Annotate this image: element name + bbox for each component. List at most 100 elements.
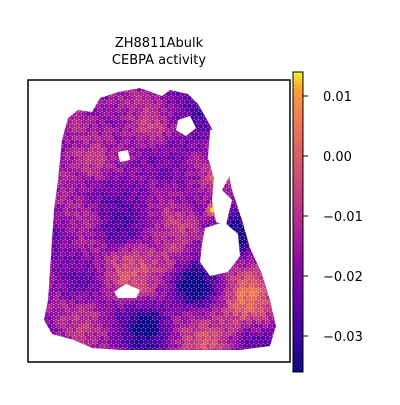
spot: [49, 191, 54, 197]
spot: [277, 220, 282, 225]
spot: [113, 191, 119, 197]
spot: [136, 327, 142, 333]
spot: [85, 88, 91, 93]
spot: [53, 343, 59, 349]
spot: [131, 343, 137, 349]
spot: [115, 323, 121, 329]
spot: [111, 99, 116, 105]
spot: [111, 323, 116, 329]
spot: [177, 223, 183, 229]
spot: [88, 123, 93, 129]
spot: [38, 316, 43, 321]
spot: [159, 263, 165, 269]
spot: [44, 227, 47, 233]
spot: [189, 275, 195, 281]
spot: [120, 91, 126, 97]
spot: [166, 187, 172, 193]
spot: [150, 231, 156, 237]
spot: [189, 211, 195, 217]
spot: [207, 339, 213, 345]
spot: [260, 287, 266, 293]
spot: [72, 191, 77, 197]
spot: [182, 295, 188, 301]
spot: [240, 179, 245, 185]
spot: [148, 243, 153, 249]
spot: [99, 199, 105, 205]
spot: [272, 195, 276, 201]
spot: [92, 88, 98, 89]
spot: [157, 299, 163, 305]
spot: [46, 275, 52, 281]
spot: [191, 271, 197, 277]
spot: [143, 107, 149, 113]
spot: [102, 339, 107, 345]
spot: [118, 279, 123, 285]
spot: [200, 343, 206, 349]
spot: [131, 143, 137, 149]
spot: [175, 339, 181, 345]
spot: [56, 347, 61, 350]
spot: [150, 191, 156, 197]
spot: [118, 215, 123, 221]
spot: [44, 167, 45, 173]
spot: [51, 139, 57, 145]
spot: [230, 187, 236, 193]
spot: [223, 111, 229, 117]
spot: [249, 331, 255, 337]
spot: [228, 311, 234, 317]
spot: [136, 343, 142, 349]
spot: [253, 123, 259, 129]
spot: [194, 219, 199, 225]
spot: [97, 107, 103, 113]
spot: [38, 180, 43, 185]
spot: [74, 307, 80, 313]
chart-title-line2: CEBPA activity: [112, 53, 206, 68]
spot: [145, 199, 151, 205]
spot: [102, 139, 107, 145]
spot: [260, 207, 266, 213]
spot: [97, 171, 103, 177]
spot: [38, 124, 43, 129]
spot: [108, 183, 114, 189]
spot: [67, 143, 73, 149]
spot: [175, 99, 181, 105]
spot: [173, 287, 179, 293]
spot: [217, 315, 222, 321]
spot: [228, 295, 234, 301]
spot: [189, 203, 195, 209]
spot: [49, 215, 54, 221]
spot: [263, 267, 268, 273]
spot: [79, 227, 84, 233]
spot: [191, 191, 197, 197]
spot: [260, 111, 266, 117]
spot: [269, 215, 275, 221]
spot: [95, 159, 100, 165]
spot: [76, 103, 82, 109]
spot: [56, 211, 61, 217]
spot: [60, 131, 66, 137]
spot: [88, 219, 93, 225]
spot: [159, 167, 165, 173]
spot: [106, 347, 112, 350]
spot: [60, 107, 66, 113]
spot: [217, 123, 222, 129]
spot: [115, 219, 121, 225]
spot: [122, 311, 128, 317]
spot: [274, 207, 276, 213]
spot: [194, 275, 199, 281]
spot: [244, 91, 250, 97]
spot: [198, 323, 204, 329]
spot: [260, 95, 266, 101]
spot: [79, 155, 84, 161]
spot: [226, 307, 232, 313]
spot: [134, 139, 140, 145]
spot: [115, 131, 121, 137]
spot: [111, 171, 116, 177]
spot: [122, 215, 128, 221]
spot: [244, 155, 250, 161]
spot: [127, 143, 133, 149]
spot: [145, 263, 151, 269]
spot: [108, 199, 114, 205]
spot: [99, 95, 105, 101]
spot: [49, 263, 54, 269]
